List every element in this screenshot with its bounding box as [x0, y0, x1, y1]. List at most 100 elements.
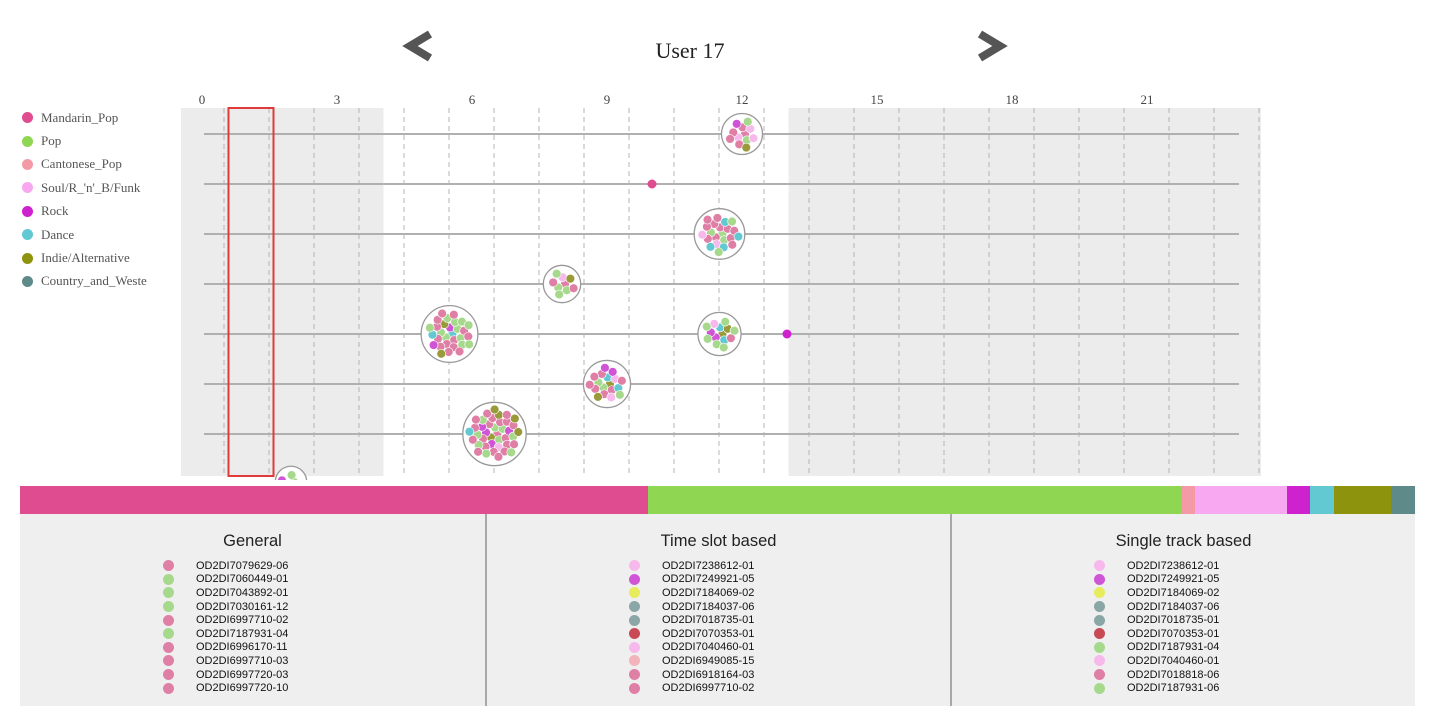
track-genre-dot	[1094, 641, 1105, 653]
genre-share-segment	[1310, 486, 1335, 514]
track-genre-dot	[1094, 560, 1105, 572]
shaded-time-range	[788, 108, 1261, 476]
track-play-dot	[585, 380, 595, 390]
legend-color-dot	[22, 205, 33, 217]
track-play-dot	[548, 277, 558, 288]
track-genre-dot	[163, 614, 174, 626]
list-item[interactable]: OD2DI6997710-02	[629, 681, 950, 695]
legend-color-dot	[22, 135, 33, 147]
track-play-dot	[712, 213, 723, 223]
list-item[interactable]: OD2DI7238612-01	[1094, 559, 1415, 573]
track-play-dot	[277, 475, 287, 480]
list-item[interactable]: OD2DI7060449-01	[163, 573, 485, 587]
list-item[interactable]: OD2DI7184037-06	[1094, 600, 1415, 614]
list-item[interactable]: OD2DI7184069-02	[1094, 586, 1415, 600]
track-play-dot	[286, 470, 297, 480]
track-play-dot	[607, 367, 618, 377]
genre-share-segment	[1194, 486, 1287, 514]
list-item[interactable]: OD2DI6997710-02	[163, 613, 485, 627]
legend-item: Country_and_Weste	[22, 270, 147, 293]
list-item[interactable]: OD2DI7030161-12	[163, 600, 485, 614]
track-list: OD2DI7079629-06 OD2DI7060449-01 OD2DI70438…	[20, 559, 485, 695]
track-play-dot	[554, 289, 564, 300]
track-id: OD2DI7249921-05	[662, 573, 755, 586]
track-play-dot	[463, 331, 473, 342]
list-item[interactable]: OD2DI7079629-06	[163, 559, 485, 573]
track-play-dot	[593, 392, 603, 402]
track-genre-dot	[1094, 587, 1105, 599]
hour-tick-label: 9	[604, 92, 611, 107]
track-play-dot	[741, 142, 751, 153]
track-play-dot	[437, 308, 447, 319]
list-item[interactable]: OD2DI7018818-06	[1094, 668, 1415, 682]
track-genre-dot	[629, 601, 640, 613]
legend-label: Indie/Alternative	[41, 250, 130, 266]
track-genre-dot	[163, 655, 174, 667]
track-id: OD2DI6918164-03	[662, 668, 755, 681]
track-play-dot	[493, 452, 504, 462]
track-play-dot	[748, 133, 759, 143]
track-play-dot	[513, 427, 523, 437]
time-selection-brush[interactable]	[227, 107, 275, 477]
legend-item: Dance	[22, 223, 147, 246]
legend-color-dot	[22, 275, 33, 287]
list-item[interactable]: OD2DI7249921-05	[629, 573, 950, 587]
track-play-dot	[729, 326, 740, 336]
track-play-dot	[705, 242, 716, 252]
track-id: OD2DI7184069-02	[1127, 586, 1220, 599]
legend-label: Cantonese_Pop	[41, 156, 122, 172]
track-play-dot	[436, 349, 446, 359]
list-item[interactable]: OD2DI7187931-04	[163, 627, 485, 641]
panel-title: Single track based	[1115, 532, 1252, 550]
track-play-dot	[702, 334, 713, 344]
track-genre-dot	[1094, 614, 1105, 626]
track-genre-dot	[1094, 655, 1105, 667]
list-item[interactable]: OD2DI7187931-06	[1094, 681, 1415, 695]
legend-label: Dance	[41, 226, 75, 242]
next-user-button[interactable]	[970, 26, 1010, 66]
hour-tick-label: 18	[1006, 92, 1019, 107]
list-item[interactable]: OD2DI6949085-15	[629, 654, 950, 668]
list-item[interactable]: OD2DI7070353-01	[629, 627, 950, 641]
legend-color-dot	[22, 229, 33, 241]
previous-user-button[interactable]	[400, 26, 440, 66]
list-item[interactable]: OD2DI7018735-01	[629, 613, 950, 627]
list-item[interactable]: OD2DI7238612-01	[629, 559, 950, 573]
genre-distribution-bar	[20, 486, 1415, 514]
list-item[interactable]: OD2DI6997710-03	[163, 654, 485, 668]
list-item[interactable]: OD2DI7184069-02	[629, 586, 950, 600]
list-item[interactable]: OD2DI7043892-01	[163, 586, 485, 600]
list-item[interactable]: OD2DI7070353-01	[1094, 627, 1415, 641]
list-item[interactable]: OD2DI7040460-01	[1094, 654, 1415, 668]
track-id: OD2DI6949085-15	[662, 654, 755, 667]
listening-timeline[interactable]: 0 3 6 9 12 15 18 21	[160, 86, 1270, 480]
track-id: OD2DI7238612-01	[1127, 559, 1220, 572]
track-play-dot	[600, 363, 610, 373]
track-genre-dot	[629, 682, 640, 694]
track-list: OD2DI7238612-01 OD2DI7249921-05 OD2DI71840…	[487, 559, 950, 695]
track-play-dot	[449, 309, 459, 320]
list-item[interactable]: OD2DI7184037-06	[629, 600, 950, 614]
legend-label: Rock	[41, 203, 69, 219]
track-id: OD2DI7187931-04	[196, 627, 289, 640]
track-id: OD2DI7018818-06	[1127, 668, 1220, 681]
track-play-dot	[565, 273, 576, 284]
list-item[interactable]: OD2DI7018735-01	[1094, 613, 1415, 627]
track-genre-dot	[629, 560, 640, 572]
list-item[interactable]: OD2DI6918164-03	[629, 668, 950, 682]
legend-color-dot	[22, 252, 33, 264]
list-item[interactable]: OD2DI6996170-11	[163, 641, 485, 655]
list-item[interactable]: OD2DI6997720-10	[163, 681, 485, 695]
list-item[interactable]: OD2DI7187931-04	[1094, 641, 1415, 655]
list-item[interactable]: OD2DI7249921-05	[1094, 573, 1415, 587]
track-play-dot	[463, 320, 474, 330]
track-id: OD2DI7040460-01	[1127, 654, 1220, 667]
track-genre-dot	[163, 601, 174, 613]
track-play-dot	[727, 216, 737, 227]
list-item[interactable]: OD2DI6997720-03	[163, 668, 485, 682]
list-item[interactable]: OD2DI7040460-01	[629, 641, 950, 655]
genre-share-segment	[1334, 486, 1392, 514]
track-id: OD2DI7070353-01	[662, 627, 755, 640]
track-id: OD2DI7187931-06	[1127, 682, 1220, 695]
track-id: OD2DI6997710-02	[196, 614, 289, 627]
